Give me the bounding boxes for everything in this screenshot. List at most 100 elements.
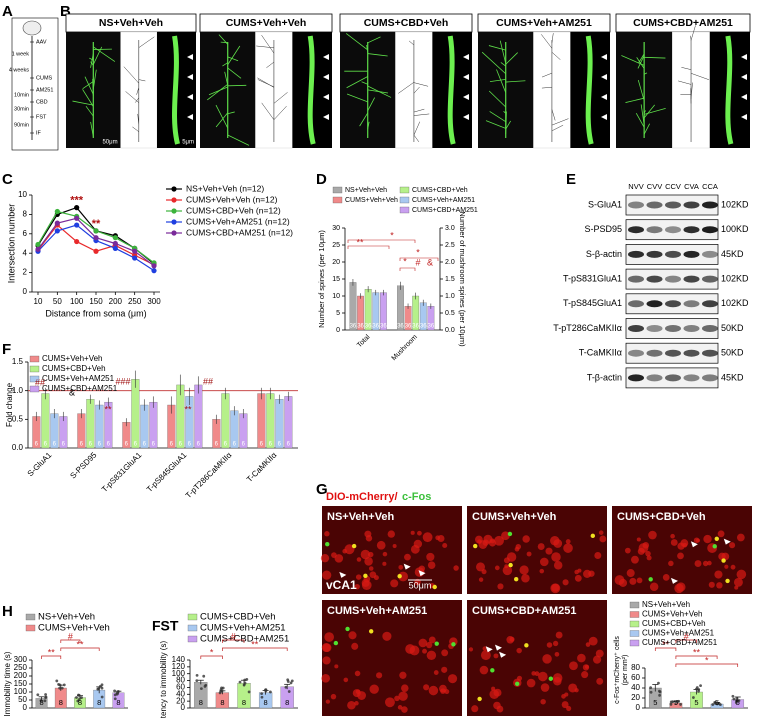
cell	[680, 539, 689, 548]
cell	[519, 565, 529, 575]
n-label: 8	[97, 698, 101, 707]
x-tick-label: 50	[53, 297, 62, 306]
blot-band	[702, 374, 718, 382]
n-label: 36	[420, 324, 427, 330]
image-label: CUMS+CBD+Veh	[364, 17, 449, 29]
individual-point	[692, 696, 695, 699]
y-tick-label: 0	[181, 703, 186, 712]
trace-line	[413, 134, 420, 143]
n-label: 6	[269, 442, 273, 448]
cell	[670, 539, 678, 546]
cell	[574, 569, 579, 575]
image-label: CUMS+Veh+Veh	[226, 17, 307, 29]
neuron-branch	[367, 121, 370, 130]
y-tick-label: 2.0	[445, 259, 455, 266]
trace-line	[125, 91, 139, 103]
y-tick-label: 1.5	[12, 357, 24, 366]
cell	[367, 551, 374, 558]
y-tick-label: 0.5	[12, 414, 24, 423]
cell	[733, 577, 743, 587]
blot-band	[628, 349, 644, 357]
legend-swatch	[187, 624, 198, 632]
blot-band	[665, 325, 681, 332]
individual-point	[100, 683, 104, 687]
arrowhead	[601, 54, 607, 60]
cell	[707, 560, 712, 566]
n-label: 6	[242, 442, 246, 448]
individual-point	[97, 687, 101, 691]
neuron-branch	[90, 53, 94, 68]
n-label: 6	[134, 442, 138, 448]
neuron-branch	[85, 105, 94, 117]
individual-point	[658, 693, 662, 697]
annotation: *	[210, 647, 214, 657]
blot-band	[646, 250, 663, 258]
significance-bracket	[41, 655, 62, 659]
cell	[324, 632, 334, 642]
neuron-branch	[367, 85, 392, 98]
arrowhead	[187, 114, 193, 120]
cell	[598, 530, 604, 535]
cell	[387, 530, 395, 538]
neuron-branch	[227, 56, 239, 62]
blot-row-label: T-pS845GluA1	[563, 298, 622, 308]
cfos-cell	[548, 676, 554, 681]
significance-bracket	[399, 257, 439, 261]
data-point	[54, 208, 60, 215]
blot-band	[628, 300, 644, 308]
neuron-branch	[640, 104, 645, 125]
data-point	[74, 238, 80, 245]
neuron-branch	[503, 111, 506, 114]
blot-band	[628, 275, 644, 283]
test-label: FST	[152, 618, 179, 634]
cell	[540, 683, 550, 692]
cfos-cell	[648, 577, 653, 582]
cell	[491, 686, 496, 691]
neuron-branch	[367, 53, 388, 57]
cell	[493, 653, 499, 659]
cell	[708, 581, 715, 588]
arrowhead	[187, 94, 193, 100]
cell	[516, 647, 522, 654]
cell	[361, 580, 372, 591]
cell	[677, 552, 684, 560]
individual-point	[245, 677, 249, 681]
arrowhead	[601, 94, 607, 100]
x-tick-label: S-PSD95	[68, 450, 98, 480]
trace-line	[413, 108, 425, 113]
cell	[439, 684, 447, 693]
y-tick-label: 0.0	[445, 327, 455, 334]
x-tick-label: Mushroom	[391, 334, 419, 362]
cell	[322, 570, 332, 580]
individual-point	[715, 701, 719, 705]
cell	[539, 557, 549, 567]
legend-label: CUMS+CBD+Veh	[200, 612, 276, 623]
arrowhead	[601, 74, 607, 80]
fluorescence-image	[467, 506, 607, 594]
n-label: 8	[220, 698, 224, 707]
blot-band	[683, 250, 700, 258]
neuron-branch	[500, 62, 506, 67]
cell	[382, 551, 388, 557]
cell	[494, 565, 500, 571]
cell	[522, 535, 530, 543]
n-label: 8	[285, 698, 289, 707]
blot-band	[646, 226, 663, 234]
cfos-cell	[368, 629, 374, 634]
blot-band	[702, 226, 718, 234]
cell	[422, 532, 433, 543]
data-point	[74, 215, 80, 221]
individual-point	[199, 687, 203, 690]
n-label: 6	[98, 442, 102, 448]
neuron-branch	[227, 134, 250, 146]
individual-point	[732, 697, 736, 701]
trace-line	[690, 73, 710, 80]
cfos-cell	[451, 642, 456, 647]
individual-point	[243, 678, 247, 682]
neuron-branch	[90, 61, 94, 66]
blot-band	[646, 275, 663, 283]
individual-point	[100, 695, 104, 699]
annotation: #	[231, 631, 236, 641]
neuron-branch	[625, 97, 645, 103]
trace-line	[256, 45, 274, 49]
